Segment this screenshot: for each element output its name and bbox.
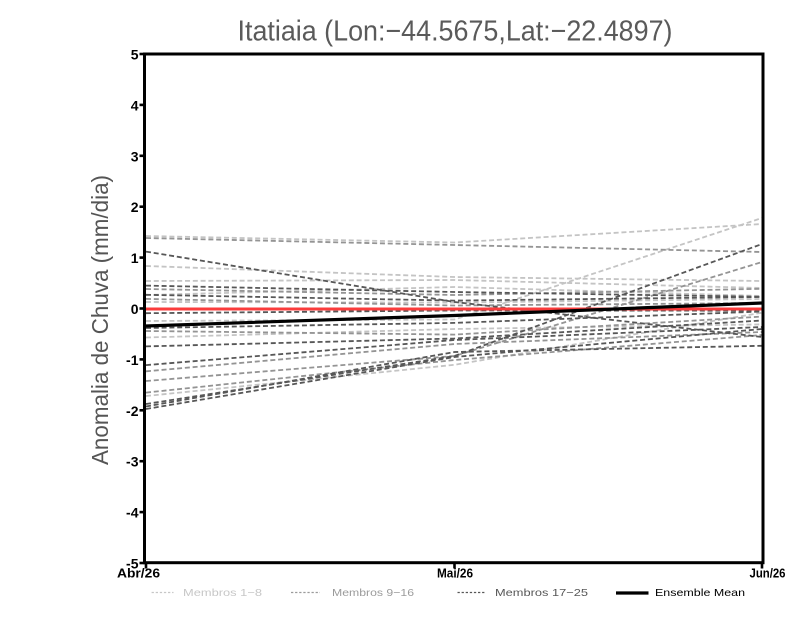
svg-text:5: 5 [131,47,139,63]
svg-text:Ensemble Mean: Ensemble Mean [655,587,745,599]
svg-text:Itatiaia (Lon:−44.5675,Lat:−22: Itatiaia (Lon:−44.5675,Lat:−22.4897) [238,16,673,48]
svg-text:3: 3 [131,148,139,164]
svg-text:Membros 9−16: Membros 9−16 [332,587,414,599]
svg-text:-4: -4 [126,505,139,521]
svg-text:-1: -1 [126,352,139,368]
svg-text:4: 4 [131,97,139,113]
svg-text:-2: -2 [126,403,139,419]
svg-text:Abr/26: Abr/26 [117,567,160,581]
svg-text:-3: -3 [126,454,139,470]
svg-text:0: 0 [131,301,139,317]
svg-text:-5: -5 [126,556,139,572]
svg-text:Mai/26: Mai/26 [437,567,473,581]
svg-text:2: 2 [131,199,139,215]
svg-text:Jun/26: Jun/26 [750,567,786,581]
svg-text:Membros 1−8: Membros 1−8 [183,587,262,599]
svg-text:Anomalia de Chuva (mm/dia): Anomalia de Chuva (mm/dia) [87,175,113,465]
svg-text:Membros 17−25: Membros 17−25 [495,587,588,599]
svg-text:1: 1 [131,250,139,266]
